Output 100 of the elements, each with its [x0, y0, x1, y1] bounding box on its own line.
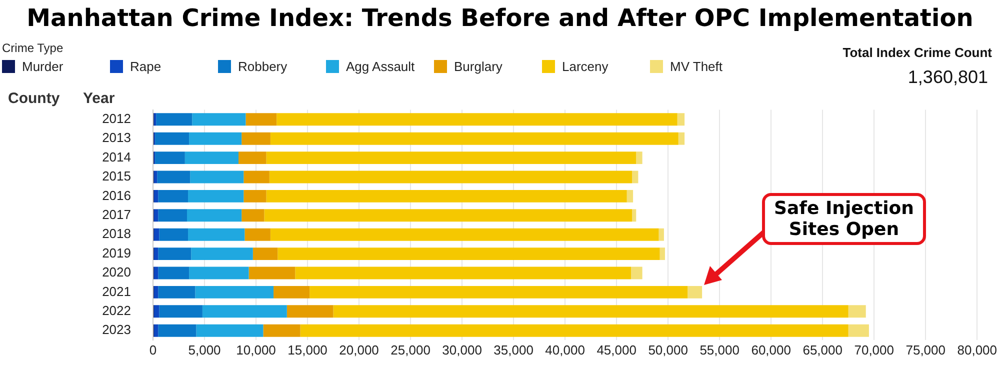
y-tick-label: 2020 — [102, 264, 131, 280]
y-tick-label: 2015 — [102, 168, 131, 184]
bar — [195, 286, 274, 298]
bar — [269, 170, 632, 184]
bar — [188, 190, 244, 202]
bar — [300, 324, 848, 337]
bar — [192, 113, 246, 126]
bar — [630, 266, 642, 280]
bar — [263, 324, 300, 337]
bar — [848, 324, 869, 337]
text: 1,360,801 — [908, 67, 988, 88]
y-tick-label: 2023 — [102, 322, 131, 338]
bar — [159, 305, 202, 318]
x-tick-label: 30,000 — [442, 342, 482, 358]
text: Total Index Crime Count — [842, 45, 992, 60]
bar — [626, 190, 634, 202]
x-tick-label: 35,000 — [494, 342, 534, 358]
bar — [188, 228, 245, 241]
bar — [154, 324, 158, 337]
bar — [156, 113, 192, 126]
y-tick-label: 2018 — [102, 226, 131, 242]
y-tick-label: 2012 — [102, 110, 131, 126]
y-tick-label: 2014 — [102, 149, 131, 164]
bar — [244, 170, 270, 184]
bar — [688, 286, 702, 298]
y-tick-label: 2021 — [102, 284, 131, 299]
bar — [190, 170, 244, 184]
bar — [658, 228, 664, 241]
bar — [158, 324, 196, 337]
bar — [310, 286, 688, 298]
bar — [154, 228, 160, 241]
bar — [632, 170, 638, 184]
bar — [248, 266, 296, 280]
bar — [242, 209, 264, 222]
bar — [264, 209, 632, 222]
bar — [278, 248, 660, 260]
legend-label: Burglary — [454, 59, 502, 74]
legend-title: Crime Type — [2, 41, 64, 55]
bar — [158, 209, 187, 222]
x-tick-label: 80,000 — [957, 342, 997, 358]
bar — [295, 266, 631, 280]
x-tick-label: 65,000 — [802, 342, 842, 358]
legend-label: MV Theft — [670, 59, 723, 74]
legend-label: Rape — [130, 59, 162, 74]
legend-label: Robbery — [238, 59, 288, 74]
bar — [154, 170, 158, 184]
bar — [186, 209, 242, 222]
bar — [270, 228, 659, 241]
bar — [154, 266, 158, 280]
y-axis-title: Year — [83, 90, 115, 107]
x-tick-label: 25,000 — [390, 342, 430, 358]
bar — [189, 266, 249, 280]
x-tick-label: 75,000 — [906, 342, 946, 358]
legend-label: Agg Assault — [346, 59, 415, 74]
bar — [184, 152, 239, 164]
y-tick-label: 2022 — [102, 302, 131, 318]
bar — [276, 113, 678, 126]
bar — [333, 305, 848, 318]
bar — [286, 305, 334, 318]
bar — [660, 248, 665, 260]
bar — [154, 305, 160, 318]
x-tick-label: 20,000 — [339, 342, 379, 358]
legend-label: Murder — [22, 59, 64, 74]
bar — [848, 305, 866, 318]
x-tick-label: 50,000 — [648, 342, 688, 358]
bar — [158, 190, 188, 202]
bar — [157, 170, 190, 184]
bar — [632, 209, 636, 222]
text: County — [8, 90, 60, 107]
bar — [238, 152, 266, 164]
chart-title: Manhattan Crime Index: Trends Before and After OPC Implementation — [26, 4, 974, 32]
bar — [244, 228, 270, 241]
bar — [154, 286, 158, 298]
x-tick-label: 15,000 — [288, 342, 328, 358]
bar — [677, 113, 685, 126]
bar — [266, 190, 627, 202]
x-tick-label: 60,000 — [751, 342, 791, 358]
bar — [154, 248, 158, 260]
x-tick-label: 10,000 — [236, 342, 276, 358]
x-tick-label: 45,000 — [596, 342, 636, 358]
bar — [246, 113, 277, 126]
bar — [154, 209, 158, 222]
y-tick-label: 2016 — [102, 188, 131, 203]
bar — [189, 132, 242, 145]
x-tick-label: 5,000 — [188, 342, 221, 358]
y-tick-label: 2013 — [102, 130, 131, 146]
bar — [274, 286, 310, 298]
bar — [244, 190, 266, 202]
bar — [266, 152, 636, 164]
x-tick-label: 40,000 — [545, 342, 585, 358]
bar — [155, 132, 190, 145]
bar — [158, 286, 196, 298]
bar — [158, 266, 190, 280]
y-tick-label: 2017 — [102, 206, 131, 222]
bar — [270, 132, 678, 145]
bar — [191, 248, 253, 260]
bar — [154, 190, 158, 202]
x-tick-label: 0 — [149, 342, 157, 358]
bar — [636, 152, 642, 164]
bar — [252, 248, 278, 260]
